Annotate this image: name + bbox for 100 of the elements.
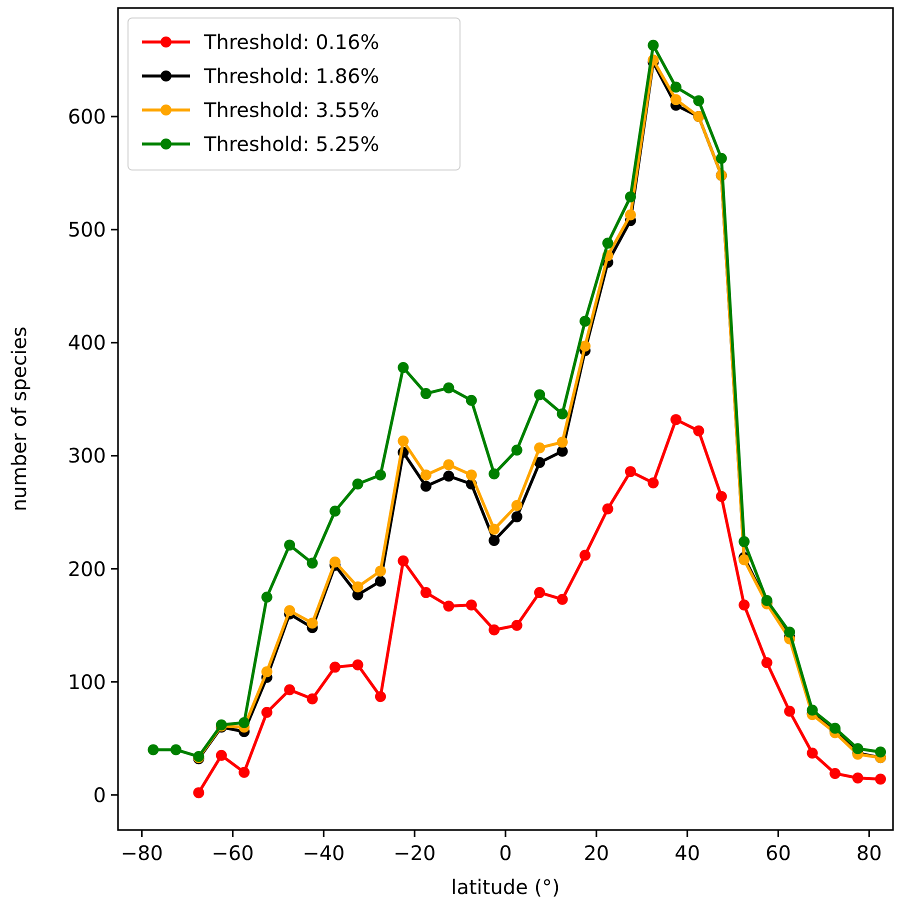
point — [398, 436, 409, 447]
point — [648, 40, 659, 51]
point — [284, 605, 296, 616]
point — [488, 524, 500, 535]
point — [670, 94, 682, 106]
point — [806, 704, 818, 716]
y-tick-label: 0 — [93, 782, 106, 807]
point — [534, 442, 546, 454]
point — [330, 662, 341, 673]
y-tick-label: 400 — [68, 330, 106, 355]
point — [693, 425, 704, 436]
point — [488, 535, 500, 546]
point — [466, 599, 477, 610]
x-tick-label: −20 — [393, 841, 436, 865]
point — [352, 581, 364, 592]
point — [330, 506, 341, 517]
point — [443, 600, 454, 612]
point — [534, 389, 546, 400]
point — [852, 772, 864, 784]
y-tick-label: 300 — [68, 444, 106, 468]
point — [488, 468, 500, 480]
point — [556, 436, 568, 448]
point — [580, 316, 591, 327]
point — [806, 748, 818, 759]
point — [693, 95, 704, 106]
point — [784, 706, 796, 717]
point — [466, 469, 477, 480]
point — [488, 624, 500, 636]
point — [420, 587, 432, 598]
y-tick-label: 200 — [68, 556, 106, 581]
point — [375, 691, 386, 702]
x-tick-label: 60 — [766, 841, 791, 865]
point — [238, 766, 250, 778]
point — [284, 540, 296, 551]
x-tick-label: 40 — [674, 841, 700, 865]
point — [375, 469, 386, 480]
point — [284, 684, 296, 696]
point — [420, 480, 432, 492]
point — [261, 666, 272, 678]
point — [670, 414, 682, 426]
point — [716, 490, 727, 502]
point — [238, 717, 250, 728]
point — [534, 457, 546, 468]
point — [556, 408, 568, 420]
point — [511, 500, 522, 511]
x-tick-label: −60 — [212, 841, 254, 865]
x-tick-label: 20 — [584, 841, 610, 865]
point — [580, 550, 591, 561]
x-tick-label: −80 — [120, 841, 163, 865]
point — [148, 744, 159, 756]
y-tick-label: 100 — [68, 670, 106, 694]
point — [420, 388, 432, 400]
point — [170, 744, 182, 756]
point — [716, 152, 727, 164]
point — [398, 555, 409, 566]
point — [352, 478, 364, 490]
point — [625, 209, 636, 220]
point — [511, 620, 522, 631]
point — [784, 626, 796, 638]
point — [511, 444, 522, 456]
point — [602, 503, 614, 514]
point — [443, 470, 454, 482]
point — [466, 394, 477, 406]
point — [193, 787, 204, 798]
x-tick-label: 80 — [856, 841, 882, 865]
point — [670, 82, 682, 93]
point — [738, 599, 750, 610]
point — [261, 706, 272, 718]
y-axis-title: number of species — [7, 326, 31, 512]
point — [830, 768, 841, 779]
point — [556, 594, 568, 605]
point — [875, 746, 886, 758]
x-tick-label: −40 — [302, 841, 345, 865]
y-tick-label: 600 — [68, 104, 106, 129]
legend-label: Threshold: 0.16% — [203, 30, 380, 54]
point — [330, 556, 341, 568]
legend-label: Threshold: 1.86% — [203, 64, 380, 88]
point — [875, 774, 886, 785]
point — [625, 466, 636, 478]
legend-label: Threshold: 5.25% — [203, 132, 380, 156]
legend-label: Threshold: 3.55% — [203, 98, 380, 122]
point — [375, 576, 386, 587]
point — [216, 750, 227, 761]
point — [580, 340, 591, 352]
point — [306, 558, 318, 569]
point — [398, 362, 409, 374]
point — [761, 657, 772, 668]
y-tick-label: 500 — [68, 218, 106, 242]
point — [830, 722, 841, 734]
point — [443, 382, 454, 394]
point — [648, 477, 659, 488]
point — [420, 469, 432, 480]
point — [352, 659, 364, 670]
point — [511, 511, 522, 522]
point — [761, 594, 772, 606]
point — [738, 536, 750, 548]
point — [375, 566, 386, 577]
point — [534, 587, 546, 598]
x-axis-title: latitude (°) — [451, 875, 560, 899]
point — [602, 238, 614, 249]
